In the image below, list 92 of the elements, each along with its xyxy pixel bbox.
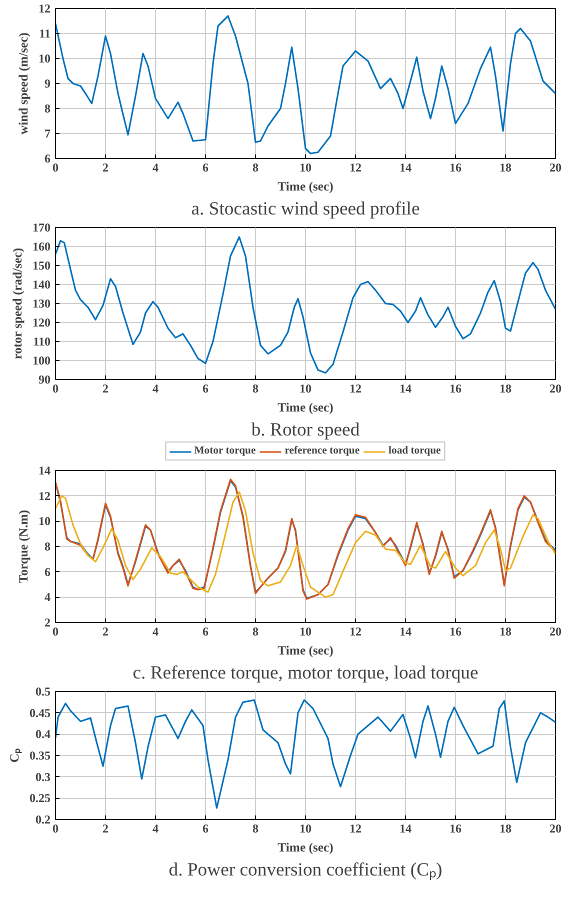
x-tick-label: 8	[252, 624, 258, 638]
x-tick-label: 2	[102, 624, 108, 638]
y-tick-label: 160	[32, 240, 50, 254]
x-tick-label: 4	[152, 822, 158, 836]
text: d. Power conversion coefficient (Cₚ)	[168, 860, 442, 880]
x-tick-label: 20	[550, 382, 562, 396]
x-tick-label: 10	[300, 822, 312, 836]
x-tick-label: 2	[102, 822, 108, 836]
y-tick-label: 2	[44, 616, 50, 630]
y-axis-title: Cₚ	[8, 748, 22, 763]
x-tick-label: 4	[152, 624, 158, 638]
x-tick-label: 16	[450, 822, 462, 836]
y-tick-label: 120	[32, 316, 50, 330]
y-tick-label: 7	[44, 126, 50, 140]
y-tick-label: 100	[32, 354, 50, 368]
y-tick-label: 8	[44, 540, 50, 554]
x-tick-label: 12	[350, 822, 362, 836]
y-tick-label: 130	[32, 296, 50, 310]
y-tick-label: 6	[44, 152, 50, 166]
y-axis-title: Torque (N.m)	[16, 510, 30, 584]
x-tick-label: 2	[102, 160, 108, 174]
x-tick-label: 14	[400, 160, 412, 174]
y-tick-label: 110	[33, 334, 51, 348]
x-tick-label: 18	[500, 160, 512, 174]
x-tick-label: 12	[350, 382, 362, 396]
x-tick-label: 8	[252, 382, 258, 396]
y-tick-label: 0.4	[36, 727, 50, 742]
x-tick-label: 12	[350, 160, 362, 174]
x-tick-label: 18	[500, 624, 512, 638]
y-tick-label: 0.35	[30, 748, 50, 762]
x-axis-title: Time (sec)	[278, 840, 334, 854]
legend-label: load torque	[388, 446, 441, 456]
y-tick-label: 11	[39, 26, 51, 40]
x-tick-label: 6	[202, 624, 208, 638]
x-tick-label: 14	[400, 382, 412, 396]
x-tick-label: 10	[300, 382, 312, 396]
x-tick-label: 6	[202, 160, 208, 174]
x-tick-label: 0	[52, 822, 58, 836]
y-tick-label: 0.3	[36, 770, 50, 784]
line-series	[56, 236, 556, 374]
x-tick-label: 18	[500, 822, 512, 836]
text: c. Reference torque, motor torque, load torque	[132, 662, 478, 684]
x-tick-label: 14	[400, 624, 412, 638]
x-tick-label: 0	[52, 160, 58, 174]
y-axis-title: wind speed (m/sec)	[16, 32, 30, 134]
y-tick-label: 10	[38, 514, 50, 528]
x-tick-label: 10	[300, 624, 312, 638]
y-tick-label: 9	[44, 76, 50, 90]
text: a. Stocastic wind speed profile	[191, 198, 420, 220]
y-tick-label: 4	[44, 590, 50, 604]
y-tick-label: 12	[38, 488, 50, 503]
y-tick-label: 0.45	[30, 706, 50, 720]
x-tick-label: 6	[202, 382, 208, 396]
x-tick-label: 2	[102, 382, 108, 396]
y-tick-label: 150	[32, 258, 50, 272]
y-tick-label: 12	[38, 2, 50, 16]
x-tick-label: 8	[252, 822, 258, 836]
y-tick-label: 10	[38, 52, 50, 66]
legend-label: reference torque	[284, 446, 360, 456]
x-tick-label: 20	[550, 624, 562, 638]
y-tick-label: 14	[38, 464, 50, 478]
x-tick-label: 18	[500, 382, 512, 396]
x-axis-title: Time (sec)	[278, 644, 334, 658]
x-tick-label: 16	[450, 382, 462, 396]
x-tick-label: 20	[550, 822, 562, 836]
x-tick-label: 4	[152, 382, 158, 396]
x-tick-label: 8	[252, 160, 258, 174]
y-tick-label: 0.5	[36, 684, 50, 698]
y-tick-label: 140	[32, 278, 50, 292]
y-tick-label: 170	[32, 220, 50, 234]
legend-label: Motor torque	[194, 446, 256, 456]
x-tick-label: 14	[400, 822, 412, 836]
x-tick-label: 6	[202, 822, 208, 836]
x-tick-label: 16	[450, 624, 462, 638]
x-tick-label: 0	[52, 382, 58, 396]
x-tick-label: 4	[152, 160, 158, 174]
x-axis-title: Time (sec)	[278, 180, 334, 194]
y-tick-label: 6	[44, 564, 50, 579]
text: b. Rotor speed	[251, 420, 360, 440]
y-axis-title: rotor speed (rad/sec)	[10, 248, 24, 360]
x-tick-label: 12	[350, 624, 362, 638]
x-axis-title: Time (sec)	[278, 400, 334, 414]
line-series	[56, 15, 556, 154]
x-tick-label: 10	[300, 160, 312, 174]
x-tick-label: 16	[450, 160, 462, 174]
y-tick-label: 0.25	[30, 791, 50, 806]
line-series	[56, 699, 556, 809]
y-tick-label: 90	[38, 372, 50, 386]
y-tick-label: 0.2	[36, 812, 50, 826]
y-tick-label: 8	[44, 102, 50, 116]
x-tick-label: 20	[550, 160, 562, 174]
x-tick-label: 0	[52, 624, 58, 638]
